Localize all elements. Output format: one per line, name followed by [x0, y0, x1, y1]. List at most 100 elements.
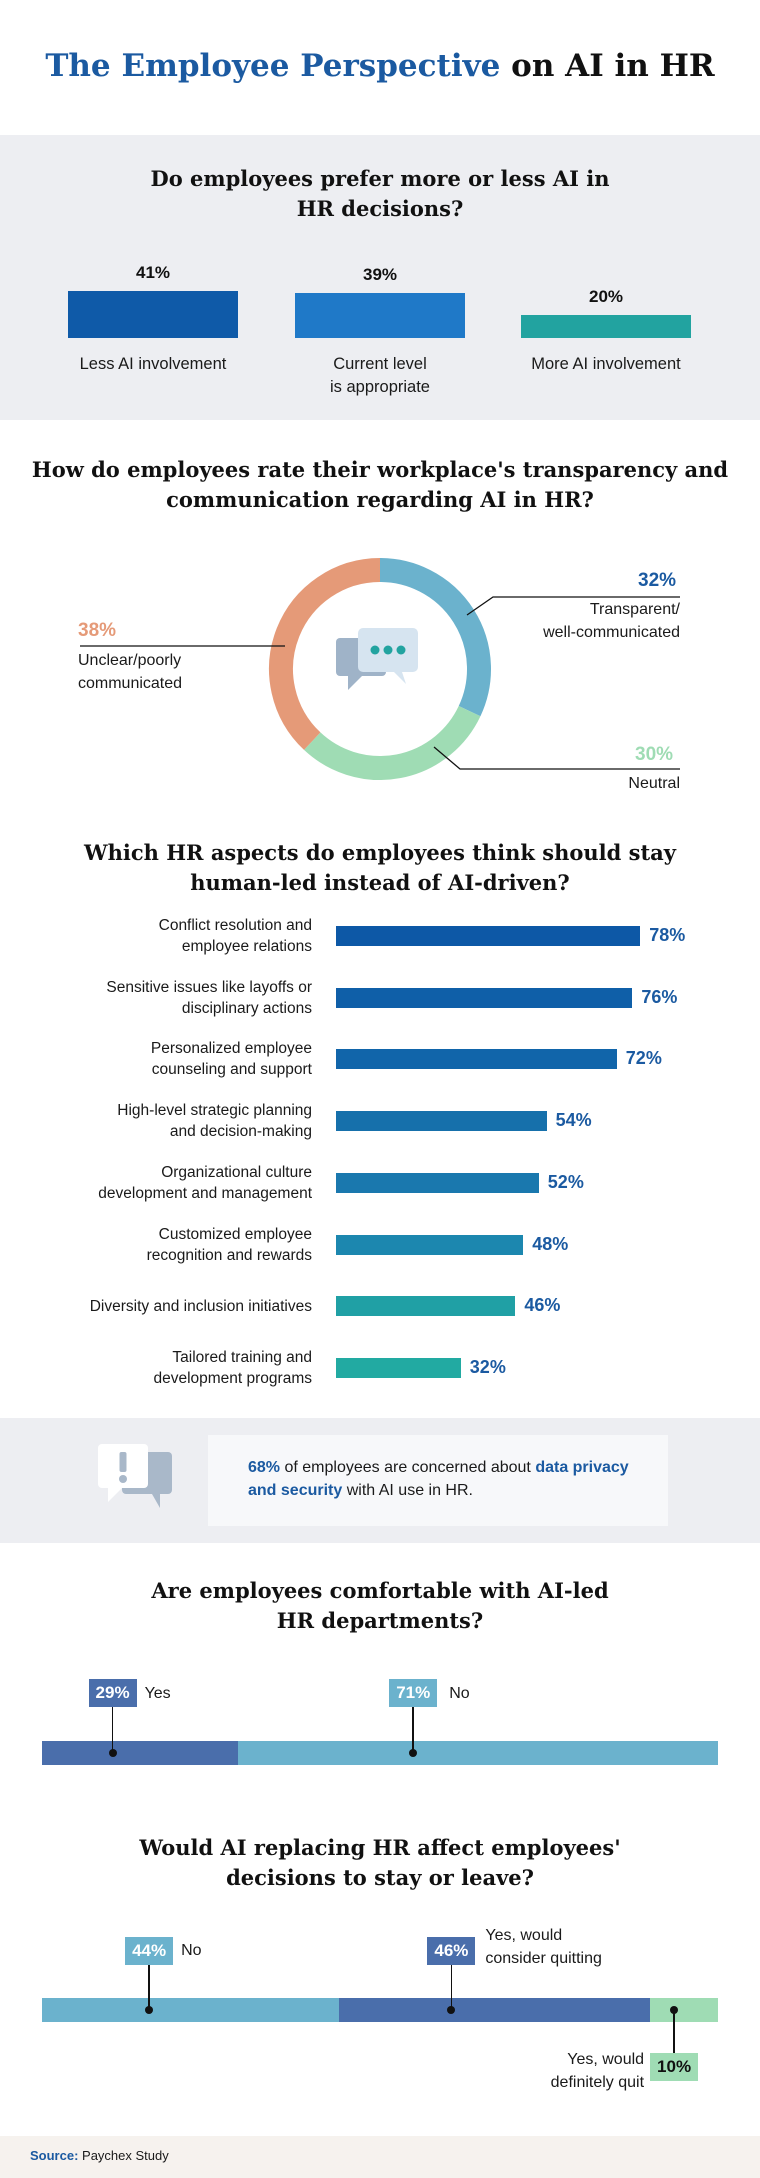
label-line: development and management	[98, 1184, 312, 1202]
label-line: Yes, would	[485, 1927, 563, 1944]
label-line: Diversity and inclusion initiatives	[89, 1297, 312, 1315]
bar-3	[521, 315, 691, 338]
hbar-value-label: 54%	[555, 1110, 592, 1131]
hbar-8	[336, 1357, 461, 1378]
stacked-pct-tag: 10%	[650, 2053, 699, 2081]
stacked-segment-2	[339, 1998, 651, 2022]
hbar-category-label: Sensitive issues like layoffs or discipli…	[40, 977, 312, 1019]
stacked-segment-1	[42, 1998, 340, 2022]
title-rest: on AI in HR	[511, 48, 715, 84]
hbar-category-label: Conflict resolution and employee relation…	[40, 915, 312, 957]
chat-bubbles-icon	[336, 628, 418, 690]
source-label: Source:	[30, 2148, 79, 2163]
stacked-category-label: No	[449, 1682, 469, 1705]
hbar-1	[336, 926, 641, 946]
label-line: Customized employee	[158, 1225, 312, 1243]
question-line: human-led instead of AI-driven?	[190, 870, 570, 895]
leader-line-2	[433, 746, 680, 770]
callout-stem	[673, 2010, 675, 2053]
hbar-category-label: Customized employee recognition and rewar…	[40, 1224, 312, 1266]
title-highlight: The Employee Perspective	[45, 48, 501, 84]
label-line: Unclear/poorly	[78, 652, 182, 669]
label-line: is appropriate	[330, 378, 430, 396]
hbar-value-label: 78%	[649, 925, 686, 945]
callout-stem	[148, 1965, 150, 2010]
question-ai-preference: Do employees prefer more or less AI in H…	[60, 164, 700, 224]
callout-dot	[447, 2006, 456, 2014]
callout-emphasis: data privacy and security	[248, 1459, 629, 1499]
label-line: No	[181, 1942, 202, 1959]
label-line: disciplinary actions	[181, 999, 312, 1017]
donut-category-label: Transparent/well-communicated	[543, 598, 680, 644]
hbar-category-label: Organizational culture development and ma…	[40, 1162, 312, 1204]
stacked-pct-tag: 71%	[389, 1679, 438, 1707]
donut-pct-label: 30%	[635, 744, 674, 765]
source-text: Paychex Study	[78, 2148, 169, 2163]
callout-stem	[111, 1707, 114, 1753]
label-line: Less AI involvement	[79, 355, 227, 373]
stacked-segment-3	[650, 1998, 718, 2022]
stacked-category-label: Yes, would definitely quit	[524, 2048, 644, 2094]
question-line: Which HR aspects do employees think shou…	[84, 840, 676, 865]
stacked-category-label: No	[181, 1939, 201, 1962]
hbar-5	[336, 1172, 539, 1193]
label-line: Yes, would	[567, 2051, 645, 2068]
label-line: No	[449, 1685, 470, 1702]
hbar-value-label: 32%	[469, 1356, 506, 1377]
label-line: Personalized employee	[150, 1040, 312, 1058]
label-line: employee relations	[181, 938, 312, 955]
callout-box	[208, 1435, 668, 1526]
callout-stem	[412, 1707, 414, 1753]
callout-dot	[108, 1749, 117, 1757]
question-human-led: Which HR aspects do employees think shou…	[60, 838, 700, 898]
stacked-pct-tag: 44%	[125, 1937, 174, 1965]
source-note: Source: Paychex Study	[30, 2148, 169, 2163]
label-line: well-communicated	[543, 624, 680, 641]
label-line: and decision-making	[169, 1123, 312, 1141]
stacked-category-label: Yes	[145, 1682, 171, 1705]
stacked-category-label: Yes, would consider quitting	[485, 1924, 602, 1970]
hbar-value-label: 76%	[641, 986, 678, 1007]
label-line: Organizational culture	[161, 1163, 312, 1181]
label-line: consider quitting	[485, 1950, 602, 1967]
label-line: Current level	[333, 355, 427, 373]
callout-text-b: with AI use in HR.	[342, 1482, 473, 1499]
hbar-category-label: Tailored training and development program…	[40, 1347, 312, 1389]
label-line: definitely quit	[550, 2074, 645, 2091]
stacked-segment-2	[238, 1741, 718, 1765]
hbar-value-label: 52%	[547, 1171, 584, 1192]
bar-category-label: Less AI involvement	[53, 353, 253, 376]
question-stay-or-leave: Would AI replacing HR affect employees' …	[60, 1833, 700, 1893]
label-line: High-level strategic planning	[117, 1102, 312, 1120]
donut-category-label: Neutral	[628, 772, 680, 795]
page-title: The Employee Perspective on AI in HR	[0, 48, 760, 84]
donut-pct-label: 32%	[638, 570, 677, 591]
header: The Employee Perspective on AI in HR	[0, 0, 760, 135]
callout-pct: 68%	[248, 1459, 281, 1476]
stacked-pct-tag: 46%	[427, 1937, 476, 1965]
hbar-7	[336, 1296, 516, 1317]
label-line: recognition and rewards	[146, 1246, 312, 1264]
bar-category-label: More AI involvement	[506, 353, 706, 376]
donut-category-label: Unclear/poorly communicated	[78, 649, 182, 695]
donut-slice-1	[379, 558, 491, 717]
label-line: Tailored training and	[172, 1348, 312, 1366]
hbar-value-label: 48%	[532, 1233, 569, 1254]
hbar-category-label: Personalized employee counseling and supp…	[40, 1038, 312, 1080]
label-line: development programs	[153, 1369, 312, 1387]
label-line: Transparent/	[589, 601, 680, 618]
hbar-category-label: Diversity and inclusion initiatives	[40, 1296, 312, 1317]
question-line: Do employees prefer more or less AI in	[150, 166, 610, 191]
alert-chat-icon	[98, 1444, 172, 1508]
question-line: decisions to stay or leave?	[226, 1865, 534, 1890]
leader-line-1	[466, 596, 680, 616]
hbar-4	[336, 1111, 547, 1132]
question-comfortable: Are employees comfortable with AI-led HR…	[60, 1576, 700, 1636]
donut-slice-2	[304, 705, 481, 780]
label-line: communicated	[78, 675, 183, 692]
hbar-value-label: 46%	[524, 1295, 561, 1316]
label-line: Conflict resolution and	[158, 917, 312, 934]
bar-value-label: 41%	[135, 262, 171, 282]
question-line: How do employees rate their workplace's …	[31, 457, 729, 482]
bar-value-label: 20%	[588, 287, 624, 306]
